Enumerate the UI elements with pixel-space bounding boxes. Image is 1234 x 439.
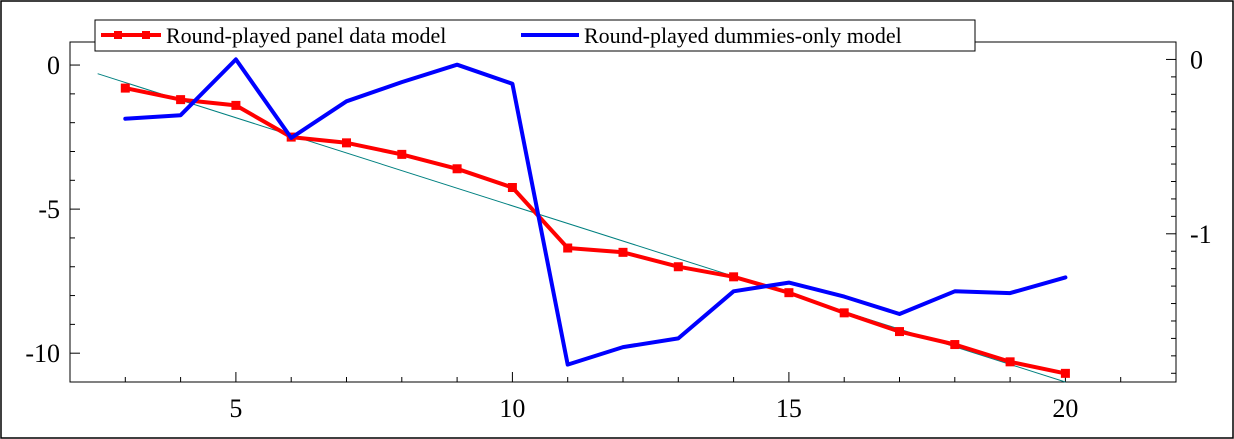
- y-left-tick-label: -5: [38, 195, 60, 224]
- y-axis-left: 0 -5 -10: [25, 51, 80, 383]
- legend-marker-panel: [114, 31, 122, 39]
- data-point-panel: [120, 83, 130, 93]
- trendline-layer: [97, 73, 1066, 383]
- y-right-tick-label: 0: [1190, 45, 1203, 74]
- series-layer: [120, 57, 1070, 378]
- legend: Round-played panel data model Round-play…: [94, 19, 976, 52]
- data-point-panel: [563, 243, 573, 253]
- x-axis: 5 10 15 20: [69, 372, 1177, 423]
- data-point-panel: [397, 149, 407, 159]
- trendline: [97, 73, 1066, 383]
- data-point-panel: [1060, 368, 1070, 378]
- data-point-panel: [231, 100, 241, 110]
- y-right-tick-label: -1: [1190, 220, 1212, 249]
- data-point-panel: [342, 138, 351, 148]
- data-point-panel: [784, 288, 794, 298]
- data-point-panel: [176, 95, 186, 105]
- legend-label-panel: Round-played panel data model: [166, 23, 446, 48]
- y-left-tick-label: -10: [25, 339, 60, 368]
- data-point-panel: [839, 308, 849, 318]
- legend-label-dummies: Round-played dummies-only model: [584, 23, 902, 48]
- data-point-panel: [507, 183, 517, 193]
- x-tick-label: 15: [776, 394, 802, 423]
- plot-area: [69, 41, 1177, 383]
- x-tick-label: 20: [1052, 394, 1078, 423]
- x-tick-label: 10: [499, 394, 525, 423]
- data-point-panel: [1005, 357, 1015, 367]
- series-line-panel: [123, 86, 1068, 376]
- x-tick-label: 5: [229, 394, 242, 423]
- data-point-panel: [895, 327, 904, 337]
- y-left-tick-label: 0: [47, 51, 60, 80]
- data-point-panel: [618, 247, 628, 257]
- legend-marker-panel-2: [142, 31, 150, 39]
- y-axis-right: 0 -1: [1166, 41, 1212, 374]
- data-point-panel: [950, 340, 960, 350]
- data-point-panel: [673, 262, 683, 272]
- data-point-panel: [452, 164, 462, 174]
- series-line-dummies: [123, 57, 1068, 367]
- data-point-panel: [729, 272, 739, 282]
